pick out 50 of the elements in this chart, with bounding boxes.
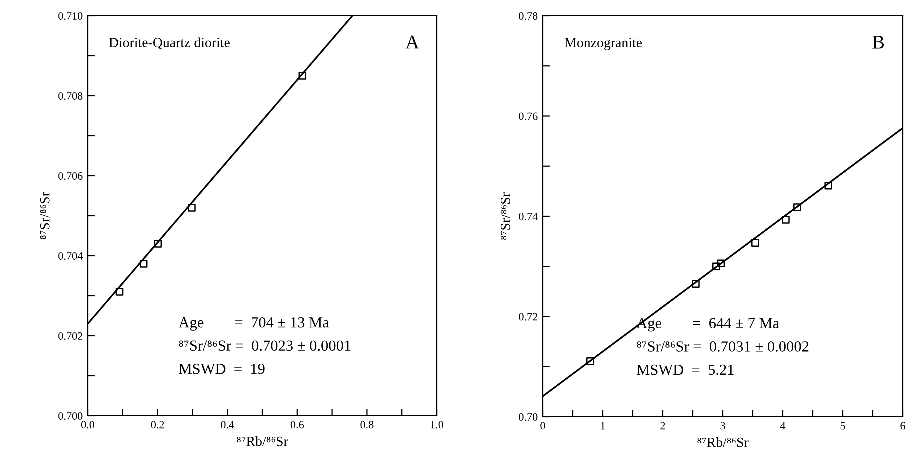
point	[692, 280, 700, 288]
x-tick-label: 3	[720, 422, 726, 430]
annotation: A	[406, 36, 420, 49]
text: Monzogranite	[565, 38, 642, 50]
point	[712, 262, 720, 271]
y-tick-label: 0.710	[58, 12, 83, 20]
y-tick-label: 0.78	[519, 12, 538, 20]
point	[717, 260, 726, 268]
y-tick-label: 0.706	[58, 172, 83, 180]
y-axis-title: ⁸⁷Sr/⁸⁶Sr	[500, 192, 510, 240]
x-tick-label: 0.0	[81, 421, 95, 429]
annotation: ⁸⁷Sr/⁸⁶Sr = 0.7023 ± 0.0001	[179, 340, 351, 352]
y-tick-label: 0.76	[519, 112, 538, 120]
x-tick-label: 1.0	[431, 421, 444, 429]
y-tick-label: 0.700	[58, 412, 83, 420]
y-tick-label: 0.702	[58, 332, 83, 340]
x-axis-title: ⁸⁷Rb/⁸⁶Sr	[698, 437, 749, 448]
y-tick-label: 0.74	[519, 212, 538, 221]
x-tick-label: 2	[660, 422, 666, 430]
annotation: B	[872, 36, 884, 49]
text: Diorite-Quartz diorite	[109, 38, 230, 50]
y-tick-label: 0.72	[519, 313, 538, 321]
point	[794, 204, 802, 212]
x-tick-label: 0	[540, 422, 546, 430]
point	[298, 72, 307, 80]
y-tick-label: 0.70	[519, 413, 538, 422]
point	[140, 260, 148, 268]
point	[782, 216, 790, 224]
x-tick-label: 6	[900, 422, 906, 430]
x-tick-label: 5	[840, 422, 846, 430]
point	[586, 357, 594, 366]
annotation: ⁸⁷Sr/⁸⁶Sr = 0.7031 ± 0.0002	[637, 342, 809, 352]
x-tick-label: 0.4	[221, 421, 234, 429]
annotation: Age = 704 ± 13 Ma	[178, 317, 330, 331]
x-tick-label: 0.8	[360, 421, 374, 429]
point	[188, 204, 196, 212]
x-tick-label: 1	[601, 422, 606, 430]
point	[824, 182, 832, 190]
x-tick-label: 4	[780, 422, 786, 430]
point	[752, 239, 760, 247]
point	[116, 288, 124, 296]
y-tick-label: 0.708	[58, 92, 83, 100]
point	[154, 240, 162, 248]
annotation: MSWD = 19	[179, 364, 265, 374]
x-tick-label: 0.2	[151, 421, 164, 429]
x-tick-label: 0.6	[290, 421, 304, 429]
annotation: MSWD = 5.21	[637, 364, 734, 376]
y-tick-label: 0.704	[58, 252, 83, 260]
y-axis-title: ⁸⁷Sr/⁸⁶Sr	[40, 192, 50, 240]
x-axis-title: ⁸⁷Rb/⁸⁶Sr	[237, 436, 288, 446]
